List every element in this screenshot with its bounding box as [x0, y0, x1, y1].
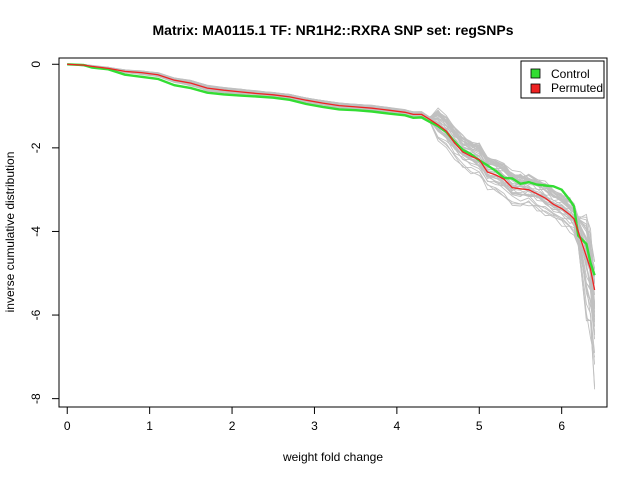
series-line-permuted	[67, 63, 596, 291]
x-axis-label: weight fold change	[282, 450, 383, 464]
legend-label-control: Control	[551, 67, 590, 81]
background-series-line	[67, 63, 596, 276]
legend: Control Permuted	[520, 60, 605, 99]
series-line-control	[67, 63, 596, 276]
x-tick-label: 1	[146, 419, 153, 433]
background-series-line	[67, 63, 596, 283]
x-tick-label: 4	[394, 419, 401, 433]
y-axis: 0 -2 -4 -6 -8	[29, 61, 60, 404]
y-axis-label: inverse cumulative distribution	[3, 152, 17, 313]
x-tick-label: 5	[476, 419, 483, 433]
x-tick-label: 6	[558, 419, 565, 433]
y-tick-label: -6	[29, 309, 43, 320]
background-series-line	[67, 63, 596, 270]
background-series-line	[67, 63, 596, 262]
background-series-line	[67, 63, 596, 283]
y-tick-label: -4	[29, 226, 43, 237]
background-series-line	[67, 63, 596, 336]
background-series-line	[67, 63, 596, 284]
background-series-line	[67, 63, 596, 269]
plot-frame	[58, 57, 608, 408]
chart-title: Matrix: MA0115.1 TF: NR1H2::RXRA SNP set…	[153, 22, 514, 38]
background-series-line	[67, 63, 595, 272]
background-series-line	[67, 63, 596, 262]
x-axis: 0 1 2 3 4 5 6	[64, 406, 565, 433]
main-series-group	[67, 63, 596, 291]
legend-label-permuted: Permuted	[551, 81, 603, 95]
y-tick-label: -8	[29, 393, 43, 404]
background-series-group	[67, 63, 596, 390]
legend-swatch-control	[530, 68, 541, 79]
x-tick-label: 3	[311, 419, 318, 433]
background-series-line	[67, 63, 596, 387]
x-tick-label: 2	[229, 419, 236, 433]
x-tick-label: 0	[64, 419, 71, 433]
background-series-line	[67, 63, 596, 390]
legend-swatch-permuted	[530, 83, 541, 94]
y-tick-label: -2	[29, 142, 43, 153]
background-series-line	[67, 63, 596, 269]
background-series-line	[67, 63, 596, 277]
y-tick-label: 0	[29, 61, 43, 68]
